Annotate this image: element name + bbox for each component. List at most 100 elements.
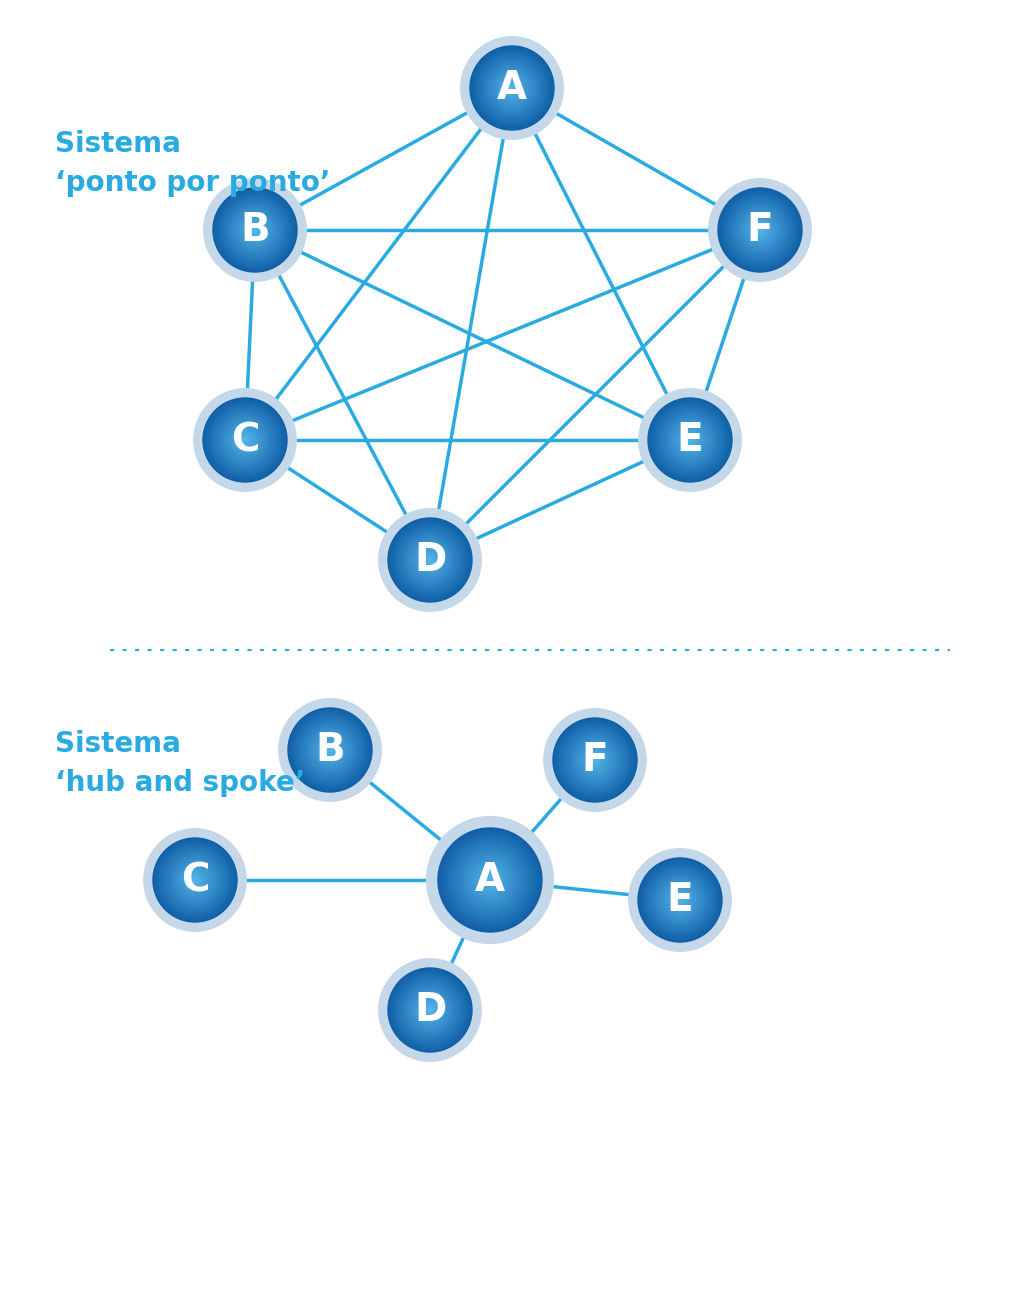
Circle shape: [391, 972, 469, 1048]
Circle shape: [419, 999, 441, 1021]
Circle shape: [426, 1006, 434, 1015]
Circle shape: [638, 858, 722, 942]
Circle shape: [722, 192, 799, 268]
Circle shape: [427, 556, 433, 564]
Circle shape: [731, 201, 788, 259]
Circle shape: [396, 976, 464, 1043]
Circle shape: [485, 61, 539, 114]
Circle shape: [575, 740, 614, 780]
Circle shape: [393, 522, 467, 597]
Circle shape: [590, 754, 601, 766]
Circle shape: [733, 203, 786, 257]
Circle shape: [400, 980, 460, 1041]
Circle shape: [486, 62, 538, 114]
Circle shape: [205, 400, 285, 480]
Circle shape: [227, 202, 283, 258]
Circle shape: [306, 726, 354, 774]
Circle shape: [219, 415, 271, 465]
Circle shape: [673, 893, 688, 907]
Circle shape: [585, 749, 605, 771]
Circle shape: [299, 719, 360, 780]
Circle shape: [429, 560, 431, 561]
Circle shape: [309, 728, 351, 771]
Circle shape: [301, 721, 359, 779]
Circle shape: [728, 198, 792, 262]
Circle shape: [423, 553, 437, 568]
Circle shape: [379, 959, 481, 1061]
Circle shape: [416, 997, 444, 1024]
Circle shape: [587, 752, 603, 769]
Circle shape: [232, 207, 278, 253]
Circle shape: [555, 721, 635, 800]
Circle shape: [422, 552, 437, 568]
Circle shape: [504, 80, 520, 96]
Circle shape: [564, 730, 626, 791]
Circle shape: [183, 868, 206, 892]
Circle shape: [194, 879, 197, 881]
Circle shape: [679, 899, 681, 901]
Circle shape: [160, 844, 230, 916]
Circle shape: [216, 411, 274, 469]
Circle shape: [485, 876, 495, 884]
Circle shape: [429, 1010, 431, 1011]
Circle shape: [429, 559, 431, 561]
Circle shape: [665, 415, 716, 465]
Circle shape: [651, 402, 728, 478]
Circle shape: [412, 991, 449, 1028]
Circle shape: [498, 74, 526, 102]
Circle shape: [478, 54, 546, 122]
Circle shape: [562, 727, 628, 793]
Circle shape: [650, 871, 710, 929]
Circle shape: [307, 727, 352, 772]
Circle shape: [655, 404, 725, 476]
Circle shape: [439, 829, 541, 931]
Circle shape: [496, 71, 528, 105]
Circle shape: [391, 521, 469, 599]
Circle shape: [642, 862, 718, 938]
Circle shape: [449, 839, 531, 921]
Circle shape: [228, 424, 262, 456]
Circle shape: [327, 746, 334, 753]
Circle shape: [416, 995, 444, 1025]
Circle shape: [489, 879, 490, 881]
Circle shape: [572, 737, 617, 783]
Circle shape: [237, 211, 273, 249]
Circle shape: [162, 846, 228, 914]
Circle shape: [193, 877, 198, 883]
Circle shape: [721, 191, 799, 270]
Circle shape: [658, 879, 701, 921]
Circle shape: [188, 874, 202, 886]
Circle shape: [316, 736, 344, 765]
Circle shape: [241, 435, 249, 445]
Circle shape: [389, 520, 471, 600]
Circle shape: [243, 218, 267, 242]
Circle shape: [462, 853, 518, 907]
Circle shape: [243, 438, 247, 442]
Circle shape: [670, 890, 690, 910]
Circle shape: [484, 875, 496, 885]
Circle shape: [204, 179, 306, 281]
Circle shape: [231, 207, 279, 253]
Circle shape: [213, 408, 278, 472]
Circle shape: [659, 880, 700, 920]
Circle shape: [559, 723, 632, 797]
Text: E: E: [677, 421, 703, 459]
Circle shape: [457, 848, 523, 912]
Circle shape: [424, 1004, 435, 1016]
Circle shape: [209, 403, 282, 477]
Circle shape: [554, 719, 636, 801]
Circle shape: [507, 83, 517, 93]
Circle shape: [468, 858, 512, 902]
Circle shape: [581, 746, 609, 774]
Circle shape: [650, 400, 730, 480]
Circle shape: [746, 216, 774, 244]
Circle shape: [486, 62, 538, 113]
Circle shape: [675, 894, 686, 906]
Circle shape: [231, 426, 258, 454]
Circle shape: [671, 421, 709, 459]
Circle shape: [652, 872, 708, 928]
Circle shape: [305, 724, 355, 775]
Circle shape: [486, 876, 494, 884]
Circle shape: [584, 749, 606, 771]
Circle shape: [664, 884, 696, 916]
